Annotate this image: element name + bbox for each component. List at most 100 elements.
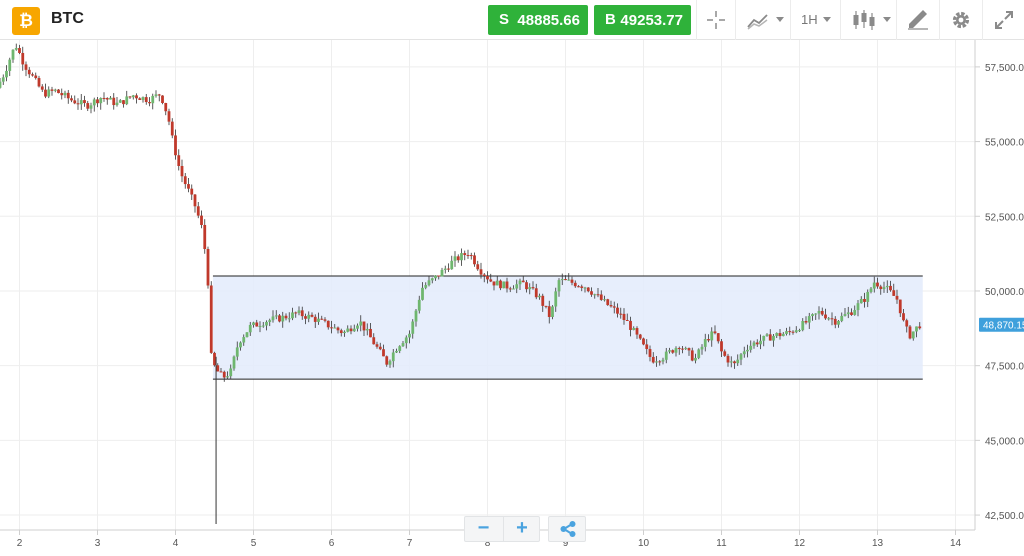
- share-control: [548, 516, 586, 542]
- candle-body: [226, 376, 229, 378]
- candle-body: [674, 348, 678, 353]
- candle-body: [726, 355, 730, 363]
- candle-body: [154, 94, 158, 96]
- candle-body: [346, 328, 350, 332]
- candle-body: [567, 279, 571, 281]
- candle-body: [424, 285, 428, 288]
- candle-body: [742, 351, 746, 355]
- candle-body: [681, 348, 684, 350]
- candle-body: [648, 349, 652, 357]
- candle-body: [359, 321, 363, 326]
- candle-body: [219, 371, 223, 373]
- candle-body: [700, 346, 704, 350]
- candle-body: [287, 318, 291, 320]
- candle-body: [148, 102, 151, 104]
- candle-body: [40, 86, 44, 90]
- candle-body: [551, 306, 554, 317]
- candle-body: [8, 59, 12, 71]
- candle-body: [421, 287, 424, 300]
- candle-body: [833, 318, 837, 325]
- candle-body: [765, 334, 769, 336]
- fullscreen-button[interactable]: [982, 0, 1024, 40]
- sell-button[interactable]: S 48885.66: [488, 5, 588, 35]
- candle-body: [804, 321, 808, 323]
- candle-body: [752, 342, 756, 346]
- candle-body: [128, 96, 132, 98]
- candle-body: [859, 298, 863, 304]
- candle-body: [677, 348, 681, 350]
- sell-price: 48885.66: [517, 12, 580, 29]
- candle-body: [281, 315, 285, 322]
- candle-body: [902, 313, 905, 321]
- candle-body: [125, 96, 129, 105]
- candle-body: [547, 306, 551, 317]
- candle-body: [908, 326, 912, 339]
- candle-body: [788, 331, 792, 333]
- candle-body: [339, 330, 343, 334]
- candle-body: [853, 310, 857, 315]
- x-tick-label: 9: [563, 538, 569, 549]
- timeframe-button[interactable]: 1H: [790, 0, 839, 40]
- candle-body: [333, 327, 337, 329]
- crosshair-icon: [707, 11, 725, 29]
- candle-body: [684, 348, 688, 350]
- chart-type-button[interactable]: [735, 0, 789, 40]
- buy-button[interactable]: B 49253.77: [594, 5, 691, 35]
- candle-body: [11, 49, 15, 60]
- candle-body: [710, 331, 714, 341]
- chart-area[interactable]: 42,500.00 45,000.00 47,500.00 50,000.00 52,5…: [0, 40, 1024, 556]
- candle-body: [24, 64, 28, 70]
- candle-body: [580, 286, 584, 288]
- candle-body: [863, 298, 866, 302]
- candle-body: [729, 361, 733, 363]
- settings-button[interactable]: [939, 0, 981, 40]
- candle-body: [118, 100, 122, 103]
- candle-body: [63, 92, 67, 96]
- candles-button[interactable]: [840, 0, 895, 40]
- candle-body: [807, 316, 811, 323]
- chevron-down-icon: [776, 17, 784, 22]
- y-tick-label: 42,500.00: [985, 511, 1024, 522]
- candle-body: [313, 316, 317, 322]
- fullscreen-icon: [995, 11, 1013, 29]
- candle-body: [206, 249, 210, 286]
- candle-body: [502, 281, 506, 289]
- candle-body: [86, 103, 90, 109]
- candle-body: [183, 176, 187, 185]
- candle-body: [437, 275, 441, 277]
- x-tick-label: 3: [95, 538, 101, 549]
- candle-body: [869, 288, 873, 292]
- candle-body: [570, 279, 574, 283]
- candle-body: [356, 325, 359, 329]
- candle-body: [388, 361, 392, 365]
- candle-body: [525, 282, 528, 290]
- candle-body: [586, 287, 590, 292]
- candle-body: [112, 97, 116, 106]
- chart-type-icon: [747, 14, 768, 30]
- candle-body: [232, 356, 236, 369]
- candle-body: [499, 280, 502, 289]
- candle-body: [915, 326, 918, 332]
- candle-body: [528, 287, 532, 290]
- candle-body: [372, 337, 376, 345]
- candle-body: [785, 331, 788, 334]
- candle-body: [518, 280, 522, 285]
- candle-body: [89, 105, 93, 109]
- candle-body: [515, 284, 519, 289]
- zoom-out-button[interactable]: −: [477, 517, 490, 539]
- share-button[interactable]: [549, 517, 586, 541]
- candle-body: [375, 344, 379, 347]
- candle-body: [417, 299, 421, 311]
- crosshair-button[interactable]: [696, 0, 734, 40]
- candle-body: [486, 276, 489, 280]
- x-tick-label: 7: [407, 538, 413, 549]
- candle-body: [57, 89, 60, 94]
- candle-body: [378, 346, 382, 350]
- candle-body: [476, 264, 480, 270]
- drawing-tools-button[interactable]: [896, 0, 938, 40]
- candle-body: [297, 310, 301, 314]
- candlestick-chart[interactable]: 42,500.00 45,000.00 47,500.00 50,000.00 52,5…: [0, 40, 1024, 556]
- candle-body: [47, 89, 51, 97]
- zoom-in-button[interactable]: +: [503, 517, 540, 541]
- candle-body: [733, 361, 736, 364]
